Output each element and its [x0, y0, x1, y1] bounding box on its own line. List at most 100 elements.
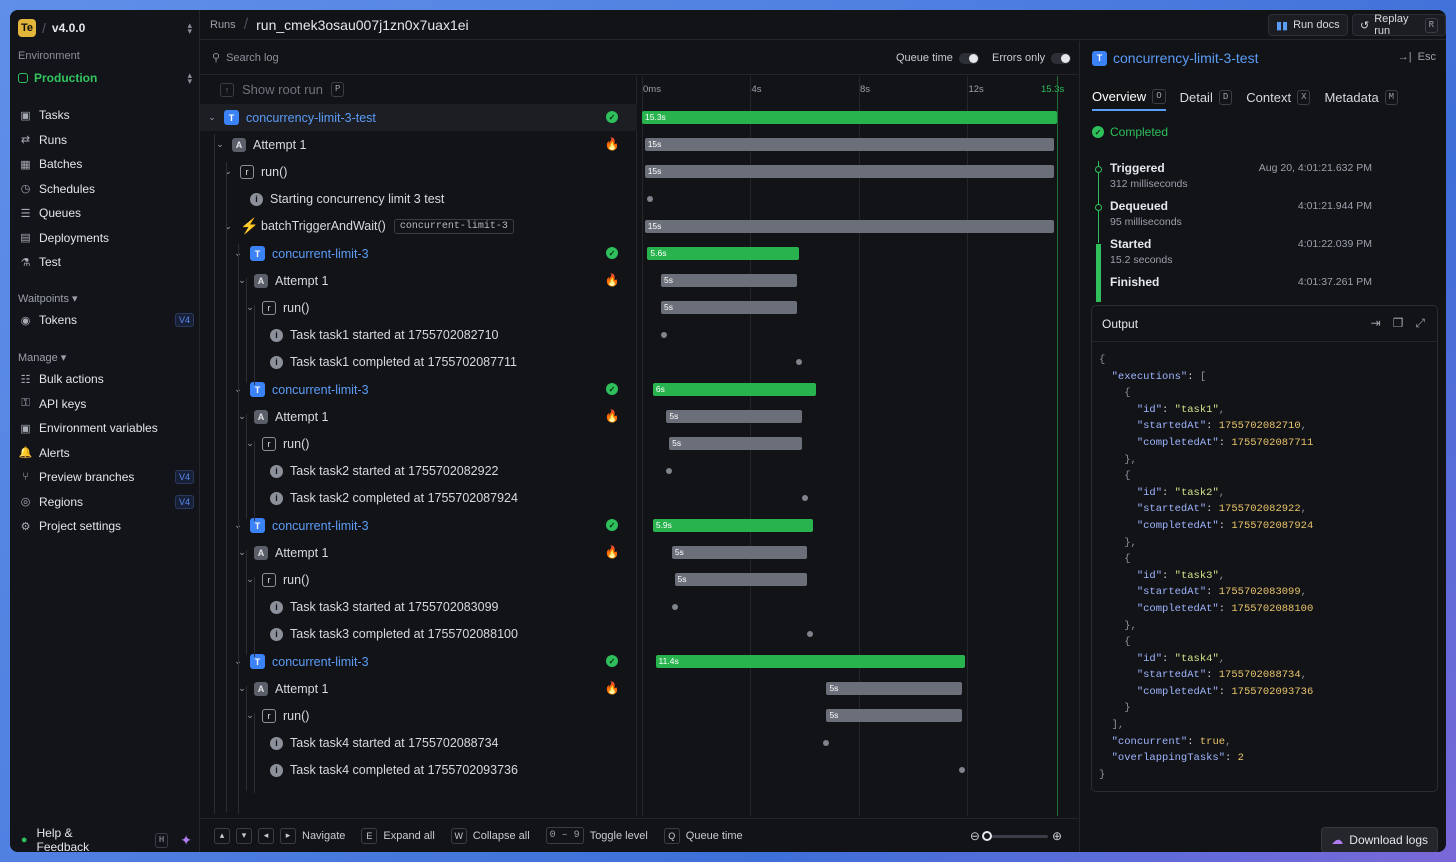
sidebar-item-bulk-actions[interactable]: ☷ Bulk actions	[18, 367, 194, 392]
zoom-out-icon[interactable]: ⊖	[969, 829, 980, 843]
chevron-down-icon[interactable]: ⌄	[232, 248, 244, 259]
download-logs-button[interactable]: ☁ Download logs	[1321, 827, 1438, 852]
copy-icon[interactable]: ❐	[1392, 316, 1404, 330]
timeline-event-dot[interactable]	[647, 195, 654, 202]
chevron-down-icon[interactable]: ⌄	[232, 384, 244, 395]
timeline-bar[interactable]: 15s	[644, 138, 1055, 152]
timeline-bar[interactable]: 5.9s	[652, 519, 813, 532]
timeline-bar[interactable]: 15s	[644, 165, 1055, 179]
chevron-down-icon[interactable]: ⌄	[224, 220, 232, 231]
sidebar-item-queues[interactable]: ☰ Queues	[18, 201, 194, 226]
tree-row[interactable]: i Task task2 started at 1755702082922	[200, 458, 637, 485]
tree-row[interactable]: ⌄ A Attempt 1 🔥	[200, 539, 637, 566]
search-log-input[interactable]: ⚲ Search log	[212, 51, 279, 65]
project-switcher[interactable]: Te / v4.0.0 ▴ ▾	[18, 16, 192, 40]
show-root-run-button[interactable]: ↑ Show root run P	[220, 82, 345, 97]
zoom-in-icon[interactable]: ⊕	[1051, 829, 1062, 843]
chevron-down-icon[interactable]: ⌄	[238, 683, 246, 694]
tree-row[interactable]: i Task task4 started at 1755702088734	[200, 730, 637, 757]
tab-detail[interactable]: Detail D	[1180, 89, 1233, 111]
sidebar-item-batches[interactable]: ▦ Batches	[18, 152, 194, 177]
timeline-bar[interactable]: 5.6s	[647, 247, 800, 260]
chevron-down-icon[interactable]: ⌄	[238, 547, 246, 558]
chevron-down-icon[interactable]: ⌄	[216, 139, 224, 150]
collapse-key[interactable]: W	[450, 827, 467, 844]
tree-row[interactable]: i Task task2 completed at 1755702087924	[200, 485, 637, 512]
tree-row[interactable]: ⌄ r run()	[200, 294, 637, 321]
tree-row[interactable]: ⌄ r run()	[200, 702, 637, 729]
sidebar-item-api-keys[interactable]: ⚿ API keys	[18, 392, 194, 417]
tree-row[interactable]: ⌄ r run()	[200, 158, 637, 185]
arrow-left-key[interactable]: ◂	[258, 827, 274, 844]
tree-row[interactable]: i Task task3 started at 1755702083099	[200, 594, 637, 621]
sidebar-item-project-settings[interactable]: ⚙ Project settings	[18, 514, 194, 539]
tree-row[interactable]: i Starting concurrency limit 3 test	[200, 186, 637, 213]
timeline-event-dot[interactable]	[660, 331, 667, 338]
close-panel-button[interactable]: →| Esc	[1398, 51, 1436, 63]
chevron-down-icon[interactable]: ⌄	[238, 411, 246, 422]
tree-row[interactable]: ⌄ A Attempt 1 🔥	[200, 675, 637, 702]
sidebar-item-regions[interactable]: ◎ Regions V4	[18, 490, 194, 515]
manage-heading[interactable]: Manage ▾	[18, 352, 67, 364]
sidebar-item-tasks[interactable]: ▣ Tasks	[18, 103, 194, 128]
queue-time-toggle[interactable]: Queue time	[896, 52, 979, 64]
breadcrumb-runs[interactable]: Runs	[210, 18, 236, 31]
ai-sparkle-icon[interactable]: ✦	[180, 831, 192, 848]
replay-run-button[interactable]: ↺ Replay run R	[1352, 13, 1446, 37]
tree-row[interactable]: ⌄ A Attempt 1 🔥	[200, 403, 637, 430]
chevron-down-icon[interactable]: ⌄	[232, 656, 244, 667]
sidebar-item-schedules[interactable]: ◷ Schedules	[18, 177, 194, 202]
arrow-down-key[interactable]: ▾	[236, 827, 252, 844]
chevron-down-icon[interactable]: ⌄	[224, 166, 232, 177]
tree-row[interactable]: i Task task1 completed at 1755702087711	[200, 349, 637, 376]
timeline-bar[interactable]: 5s	[660, 301, 797, 315]
sidebar-item-alerts[interactable]: 🔔 Alerts	[18, 441, 194, 466]
arrow-up-key[interactable]: ▴	[214, 827, 230, 844]
tree-row[interactable]: i Task task3 completed at 1755702088100	[200, 621, 637, 648]
zoom-slider-handle[interactable]	[981, 830, 992, 841]
sidebar-item-preview-branches[interactable]: ⑂ Preview branches V4	[18, 465, 194, 490]
chevron-down-icon[interactable]: ⌄	[208, 112, 216, 122]
help-feedback-button[interactable]: ● Help & Feedback H ✦	[18, 826, 192, 852]
chevron-down-icon[interactable]: ⌄	[246, 438, 254, 449]
timeline-bar[interactable]: 15.3s	[642, 111, 1057, 124]
chevron-down-icon[interactable]: ⌄	[246, 710, 254, 721]
arrow-right-key[interactable]: ▸	[280, 827, 296, 844]
tree-row[interactable]: ⌄ A Attempt 1 🔥	[200, 131, 637, 158]
timeline-bar[interactable]: 5s	[669, 437, 803, 451]
errors-only-toggle[interactable]: Errors only	[992, 52, 1072, 64]
toggle-switch[interactable]	[958, 52, 979, 64]
chevron-down-icon[interactable]: ⌄	[238, 275, 246, 286]
run-docs-button[interactable]: ▮▮ Run docs	[1268, 14, 1348, 36]
chevron-down-icon[interactable]: ⌄	[232, 520, 244, 531]
timeline-event-dot[interactable]	[801, 494, 808, 501]
tree-row[interactable]: ⌄ r run()	[200, 430, 637, 457]
timeline-event-dot[interactable]	[796, 358, 803, 365]
sidebar-item-environment-variables[interactable]: ▣ Environment variables	[18, 416, 194, 441]
sidebar-item-deployments[interactable]: ▤ Deployments	[18, 226, 194, 251]
chevron-down-icon[interactable]: ⌄	[246, 574, 254, 585]
tab-context[interactable]: Context X	[1246, 89, 1311, 111]
level-keys[interactable]: 0 – 9	[545, 827, 584, 844]
timeline-event-dot[interactable]	[671, 603, 678, 610]
tree-row[interactable]: i Task task4 completed at 1755702093736	[200, 757, 637, 784]
tree-row[interactable]: ⌄ r run()	[200, 566, 637, 593]
tree-row[interactable]: ⌄ A Attempt 1 🔥	[200, 267, 637, 294]
expand-icon[interactable]: ⤢	[1415, 316, 1425, 330]
tree-row[interactable]: i Task task1 started at 1755702082710	[200, 322, 637, 349]
timeline-bar[interactable]: 5s	[666, 410, 803, 424]
timeline-event-dot[interactable]	[959, 766, 966, 773]
panel-title-text[interactable]: concurrency-limit-3-test	[1113, 50, 1259, 66]
waitpoints-heading[interactable]: Waitpoints ▾	[18, 293, 78, 305]
chevron-down-icon[interactable]: ⌄	[246, 302, 254, 313]
timeline-bar[interactable]: 6s	[652, 383, 816, 396]
sidebar-item-tokens[interactable]: ◉ Tokens V4	[18, 308, 194, 333]
timeline-bar[interactable]: 5s	[660, 274, 797, 288]
timeline-bar[interactable]: 11.4s	[655, 655, 965, 668]
timeline-bar[interactable]: 5s	[674, 573, 808, 587]
tab-metadata[interactable]: Metadata M	[1324, 89, 1399, 111]
